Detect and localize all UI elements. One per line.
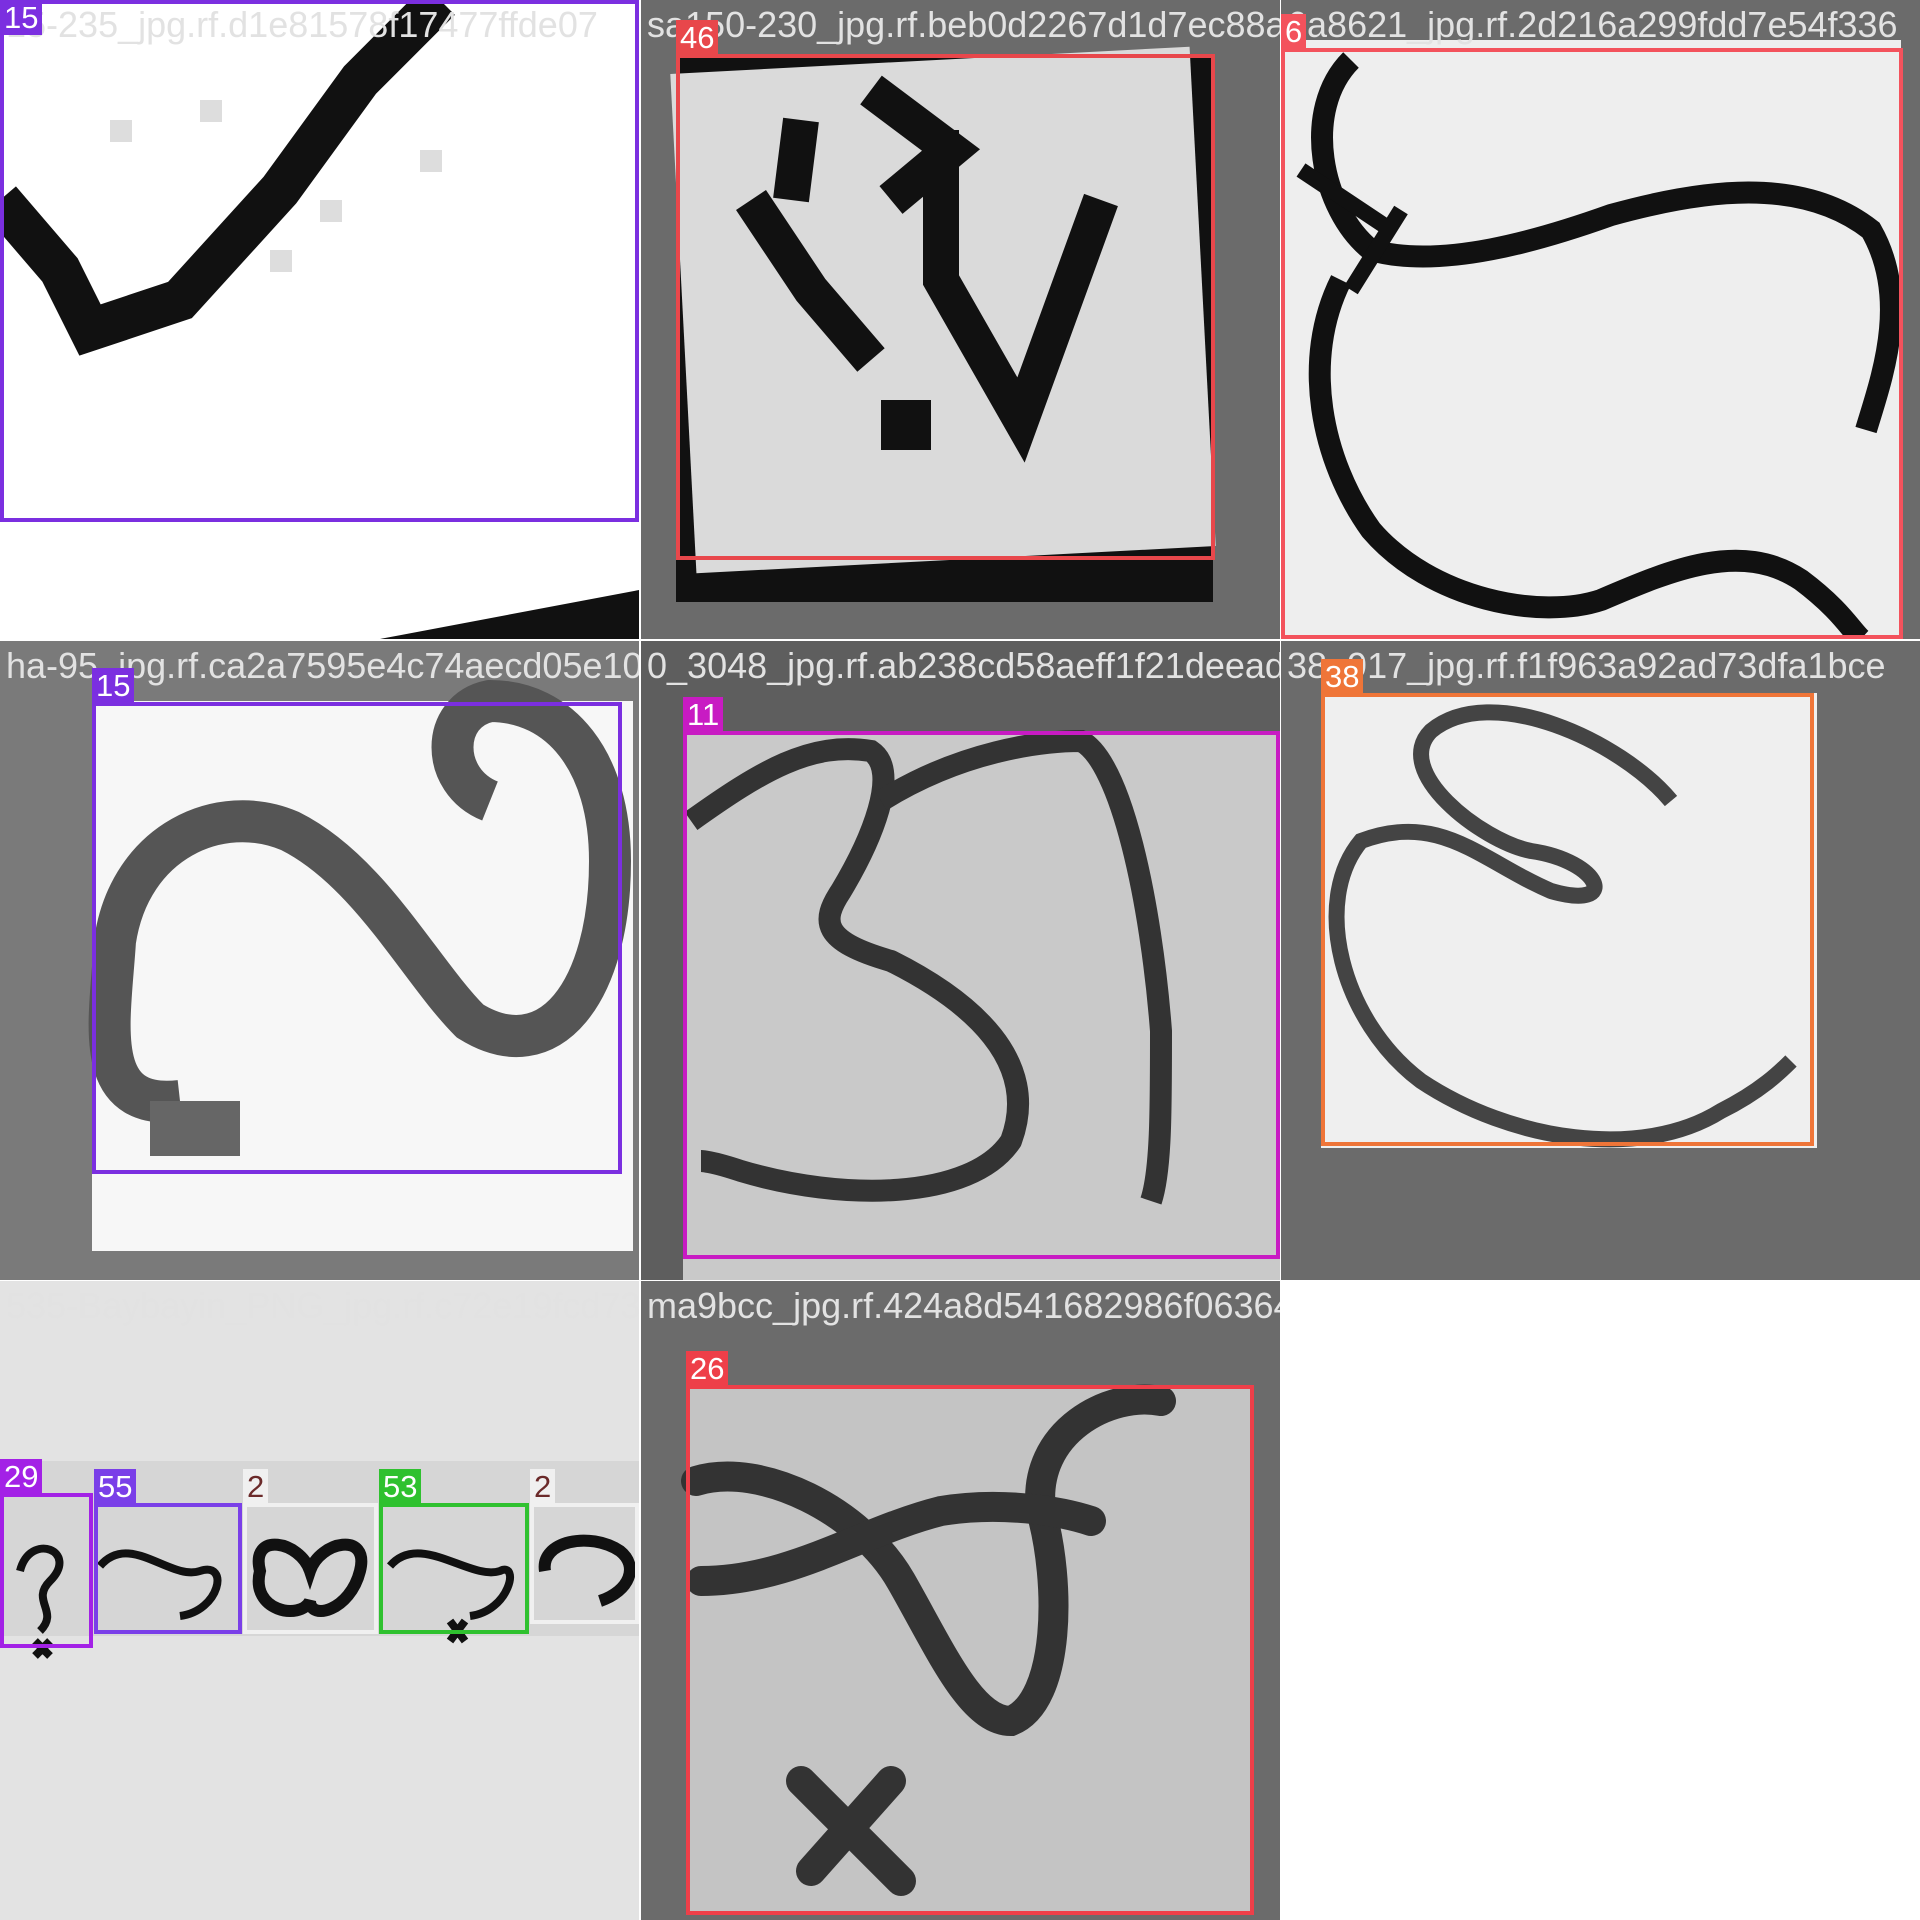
image-filename: sa150-230_jpg.rf.beb0d2267d1d7ec88a3f07 bbox=[647, 4, 1280, 45]
mosaic-tile-1: 15-235_jpg.rf.d1e81578f17477ffde07 15 bbox=[0, 0, 639, 639]
image-filename: 38_917_jpg.rf.f1f963a92ad73dfa1bce bbox=[1287, 645, 1886, 686]
mosaic-tile-2: sa150-230_jpg.rf.beb0d2267d1d7ec88a3f07 … bbox=[641, 0, 1280, 639]
class-label: 11 bbox=[683, 697, 724, 732]
bounding-box bbox=[0, 1493, 93, 1648]
class-label: 53 bbox=[379, 1469, 422, 1504]
class-label: 26 bbox=[686, 1351, 729, 1386]
glyph-stroke bbox=[0, 0, 639, 639]
mosaic-tile-5: 0_3048_jpg.rf.ab238cd58aeff1f21deead5a20… bbox=[641, 641, 1280, 1280]
glyph-stroke bbox=[681, 1384, 1176, 1896]
class-label: 29 bbox=[0, 1459, 43, 1494]
image-filename: 535-Baybayin_PNG_jpg.rf.c72e19fcd739307 bbox=[6, 1285, 639, 1326]
class-label: 15 bbox=[0, 0, 43, 35]
mosaic-tile-7: 535-Baybayin_PNG_jpg.rf.c72e19fcd739307 … bbox=[0, 1281, 639, 1920]
image-filename: 15-235_jpg.rf.d1e81578f17477ffde07 bbox=[6, 4, 598, 45]
mosaic-tile-4: ha-95_jpg.rf.ca2a7595e4c74aecd05e10b80d4… bbox=[0, 641, 639, 1280]
mosaic-tile-8: ma9bcc_jpg.rf.424a8d541682986f06364f3b48… bbox=[641, 1281, 1280, 1920]
bounding-box bbox=[1321, 693, 1814, 1146]
bounding-box bbox=[0, 0, 639, 522]
mosaic-tile-6: 38_917_jpg.rf.f1f963a92ad73dfa1bce 38 bbox=[1281, 641, 1920, 1280]
class-label: 55 bbox=[94, 1469, 137, 1504]
class-label: 46 bbox=[676, 20, 719, 55]
class-label: 2 bbox=[530, 1469, 556, 1504]
glyph-stroke bbox=[684, 729, 1173, 1205]
bounding-box bbox=[92, 702, 622, 1174]
glyph-stroke bbox=[736, 75, 1118, 463]
bounding-box bbox=[686, 1385, 1254, 1915]
glyph-strokes bbox=[16, 1534, 636, 1659]
class-label: 15 bbox=[92, 668, 135, 703]
bounding-box bbox=[94, 1503, 242, 1634]
bounding-box bbox=[683, 731, 1280, 1259]
bounding-box bbox=[530, 1503, 639, 1624]
bounding-box bbox=[1281, 48, 1903, 639]
glyph-stroke bbox=[1328, 704, 1797, 1148]
class-label: 38 bbox=[1321, 659, 1364, 694]
bounding-box bbox=[676, 54, 1215, 560]
mosaic-tile-3: 6a8621_jpg.rf.2d216a299fdd7e54f336 6 bbox=[1281, 0, 1920, 639]
bounding-box bbox=[243, 1503, 378, 1634]
class-label: 2 bbox=[243, 1469, 269, 1504]
tile-image bbox=[92, 701, 633, 1251]
bounding-box bbox=[379, 1503, 529, 1634]
glyph-stroke bbox=[1296, 52, 1902, 639]
image-filename: 6a8621_jpg.rf.2d216a299fdd7e54f336 bbox=[1287, 4, 1898, 45]
image-filename: ma9bcc_jpg.rf.424a8d541682986f06364f3b48… bbox=[647, 1285, 1280, 1326]
class-label: 6 bbox=[1281, 14, 1307, 49]
image-filename: 0_3048_jpg.rf.ab238cd58aeff1f21deead5a20… bbox=[647, 645, 1280, 686]
